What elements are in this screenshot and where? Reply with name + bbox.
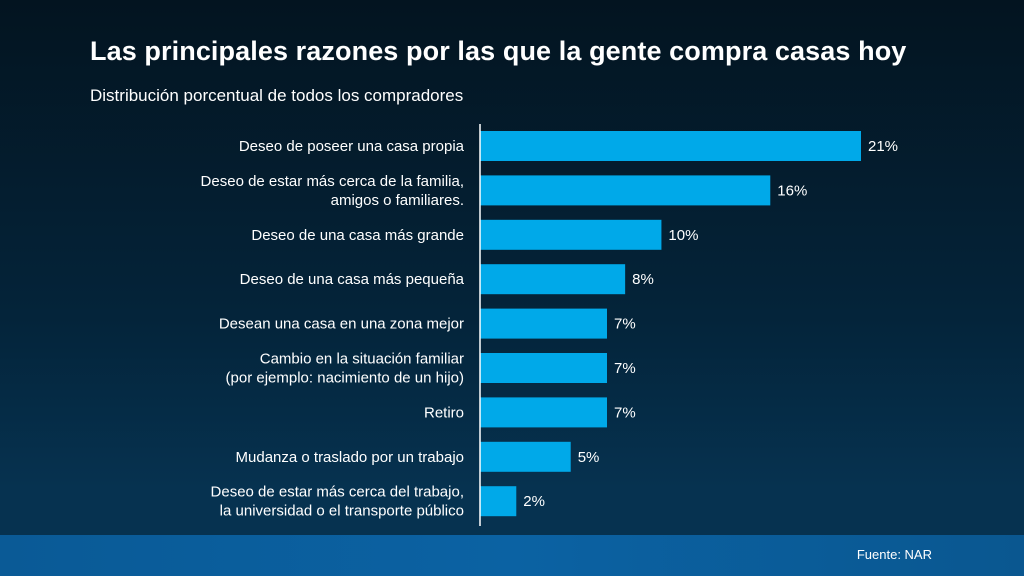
category-label-9: Deseo de estar más cerca del trabajo, la …	[211, 484, 464, 520]
value-label-5: 7%	[614, 316, 636, 333]
category-label-line: amigos o familiares.	[331, 192, 464, 209]
category-label-line: Mudanza o traslado por un trabajo	[236, 449, 464, 466]
value-label-8: 5%	[578, 449, 600, 466]
category-label-line: (por ejemplo: nacimiento de un hijo)	[226, 370, 464, 387]
value-label-3: 10%	[668, 227, 698, 244]
bar-chart: Deseo de poseer una casa propia Deseo de …	[201, 131, 898, 520]
chart-subtitle: Distribución porcentual de todos los com…	[90, 86, 464, 105]
category-label-6: Cambio en la situación familiar (por ejem…	[226, 351, 464, 387]
value-label-1: 21%	[868, 138, 898, 155]
category-label-2: Deseo de estar más cerca de la familia, a…	[201, 173, 464, 209]
category-label-line: Deseo de una casa más grande	[251, 227, 464, 244]
category-label-8: Mudanza o traslado por un trabajo	[236, 449, 464, 466]
value-label-9: 2%	[523, 493, 545, 510]
value-label-2: 16%	[777, 182, 807, 199]
value-labels: 21% 16% 10% 8% 7% 7% 7% 5% 2%	[523, 138, 898, 510]
value-label-4: 8%	[632, 271, 654, 288]
bar-8	[480, 441, 571, 472]
bar-4	[480, 264, 626, 295]
category-label-5: Desean una casa en una zona mejor	[219, 316, 464, 333]
bars-group	[480, 131, 861, 517]
bar-7	[480, 397, 607, 428]
category-label-line: Desean una casa en una zona mejor	[219, 316, 464, 333]
source-note: Fuente: NAR	[856, 547, 932, 562]
chart-title: Las principales razones por las que la g…	[90, 36, 907, 66]
bar-6	[480, 353, 607, 383]
category-label-line: Deseo de estar más cerca del trabajo,	[211, 484, 464, 501]
bar-3	[480, 219, 662, 250]
bar-2	[480, 175, 771, 206]
value-label-7: 7%	[614, 404, 636, 421]
category-label-line: Deseo de estar más cerca de la familia,	[201, 173, 464, 190]
category-label-1: Deseo de poseer una casa propia	[239, 138, 465, 155]
category-label-line: Cambio en la situación familiar	[260, 351, 464, 368]
footer-band	[0, 535, 1024, 576]
bar-9	[480, 486, 517, 517]
bar-1	[480, 131, 861, 161]
category-label-7: Retiro	[424, 404, 464, 421]
category-label-line: Retiro	[424, 404, 464, 421]
value-label-6: 7%	[614, 360, 636, 377]
category-labels: Deseo de poseer una casa propia Deseo de …	[201, 138, 465, 520]
category-label-line: Deseo de poseer una casa propia	[239, 138, 465, 155]
category-label-4: Deseo de una casa más pequeña	[240, 271, 465, 288]
category-label-3: Deseo de una casa más grande	[251, 227, 464, 244]
category-label-line: la universidad o el transporte público	[220, 503, 464, 520]
category-label-line: Deseo de una casa más pequeña	[240, 271, 465, 288]
bar-5	[480, 308, 607, 339]
